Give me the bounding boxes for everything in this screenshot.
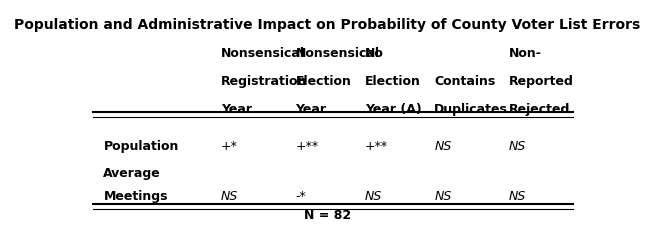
Text: Election: Election	[365, 75, 421, 88]
Text: Year: Year	[221, 103, 252, 116]
Text: +**: +**	[295, 140, 318, 153]
Text: Population: Population	[103, 140, 179, 153]
Text: Reported: Reported	[509, 75, 574, 88]
Text: Registration: Registration	[221, 75, 307, 88]
Text: -*: -*	[295, 190, 307, 203]
Text: NS: NS	[434, 190, 451, 203]
Text: Rejected: Rejected	[509, 103, 571, 116]
Text: Duplicates: Duplicates	[434, 103, 508, 116]
Text: Nonsensical: Nonsensical	[295, 48, 379, 60]
Text: NS: NS	[365, 190, 382, 203]
Text: Contains: Contains	[434, 75, 495, 88]
Text: +**: +**	[365, 140, 388, 153]
Text: Year: Year	[295, 103, 326, 116]
Text: Population and Administrative Impact on Probability of County Voter List Errors: Population and Administrative Impact on …	[14, 17, 641, 31]
Text: NS: NS	[509, 140, 526, 153]
Text: No: No	[365, 48, 384, 60]
Text: Nonsensical: Nonsensical	[221, 48, 305, 60]
Text: NS: NS	[221, 190, 238, 203]
Text: Election: Election	[295, 75, 351, 88]
Text: Average: Average	[103, 167, 161, 180]
Text: NS: NS	[509, 190, 526, 203]
Text: Meetings: Meetings	[103, 190, 168, 203]
Text: +*: +*	[221, 140, 238, 153]
Text: Year (A): Year (A)	[365, 103, 422, 116]
Text: NS: NS	[434, 140, 451, 153]
Text: Non-: Non-	[509, 48, 542, 60]
Text: N = 82: N = 82	[304, 209, 351, 223]
